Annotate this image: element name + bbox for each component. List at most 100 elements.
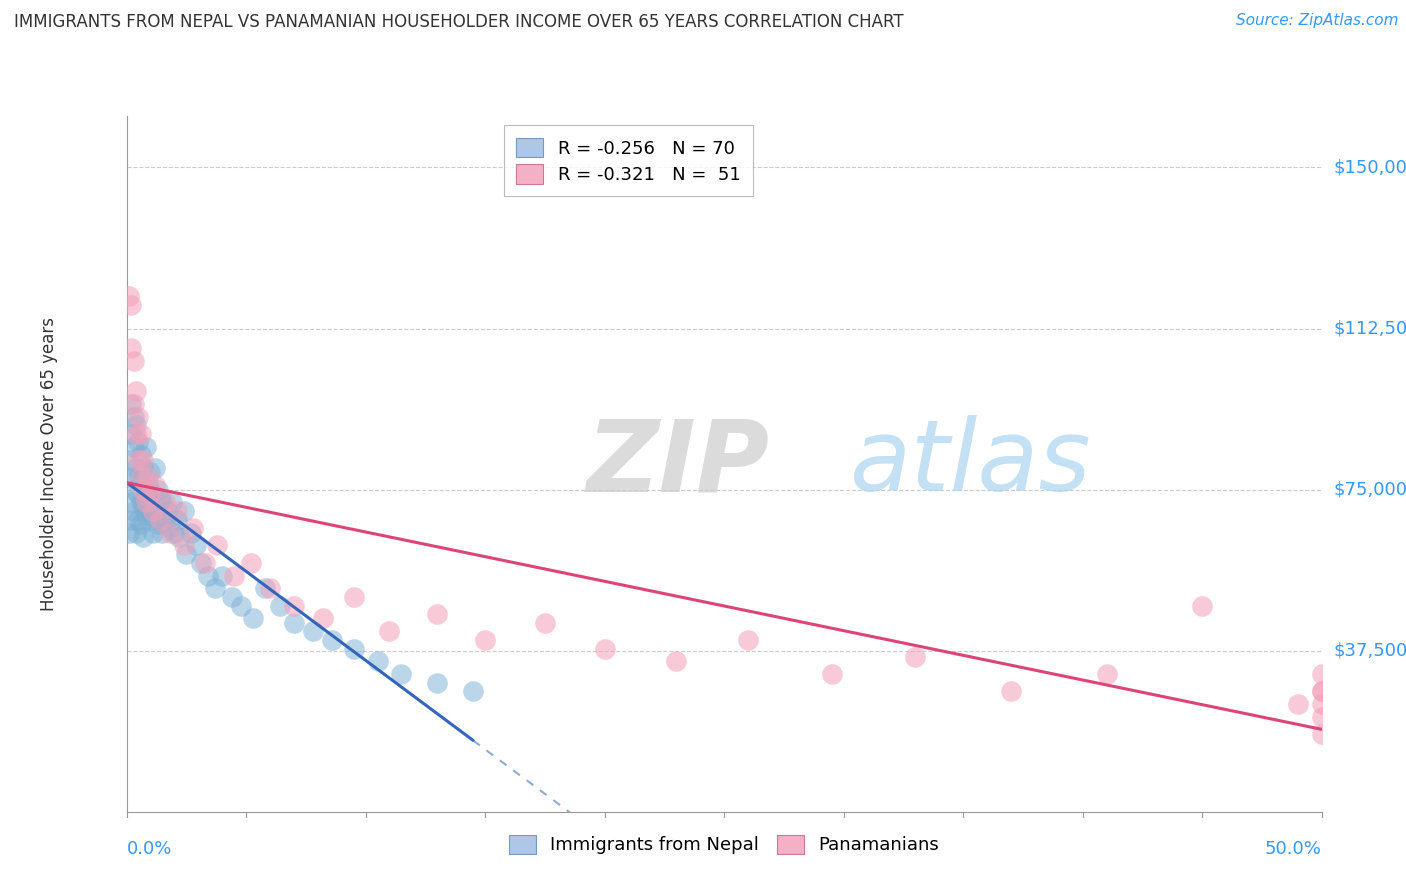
Text: ZIP: ZIP bbox=[586, 416, 769, 512]
Point bbox=[122, 440, 145, 454]
Point bbox=[163, 525, 186, 540]
Point bbox=[159, 525, 181, 540]
Point bbox=[122, 504, 145, 518]
Point bbox=[129, 426, 152, 441]
Point bbox=[1000, 684, 1022, 698]
Point bbox=[127, 487, 149, 501]
Point bbox=[665, 654, 688, 668]
Point bbox=[1310, 667, 1333, 681]
Point bbox=[143, 461, 166, 475]
Point bbox=[142, 504, 165, 518]
Point bbox=[118, 289, 141, 303]
Point bbox=[259, 582, 281, 596]
Point bbox=[120, 298, 142, 312]
Point bbox=[173, 538, 195, 552]
Point bbox=[1286, 698, 1309, 712]
Point bbox=[173, 504, 195, 518]
Point bbox=[183, 521, 205, 535]
Point bbox=[283, 615, 305, 630]
Point bbox=[129, 474, 152, 488]
Point bbox=[135, 483, 157, 497]
Point bbox=[461, 684, 484, 698]
Point bbox=[118, 525, 141, 540]
Point bbox=[132, 500, 155, 514]
Point bbox=[1310, 684, 1333, 698]
Point bbox=[135, 440, 157, 454]
Point bbox=[125, 384, 148, 398]
Point bbox=[129, 469, 152, 483]
Point bbox=[343, 641, 366, 656]
Point bbox=[120, 495, 142, 509]
Point bbox=[231, 599, 253, 613]
Point bbox=[174, 547, 197, 561]
Point bbox=[125, 461, 148, 475]
Point bbox=[737, 632, 759, 647]
Point bbox=[120, 426, 142, 441]
Point bbox=[474, 632, 496, 647]
Text: atlas: atlas bbox=[849, 416, 1091, 512]
Point bbox=[166, 513, 188, 527]
Point bbox=[221, 590, 243, 604]
Point bbox=[132, 461, 155, 475]
Point bbox=[1310, 684, 1333, 698]
Point bbox=[242, 611, 264, 625]
Point bbox=[127, 452, 149, 467]
Point bbox=[197, 568, 219, 582]
Point bbox=[366, 654, 388, 668]
Point bbox=[904, 650, 927, 665]
Point bbox=[143, 504, 166, 518]
Point bbox=[143, 478, 166, 492]
Text: Householder Income Over 65 years: Householder Income Over 65 years bbox=[39, 317, 58, 611]
Point bbox=[222, 568, 246, 582]
Text: IMMIGRANTS FROM NEPAL VS PANAMANIAN HOUSEHOLDER INCOME OVER 65 YEARS CORRELATION: IMMIGRANTS FROM NEPAL VS PANAMANIAN HOUS… bbox=[14, 13, 904, 31]
Point bbox=[127, 435, 149, 450]
Point bbox=[343, 590, 366, 604]
Point bbox=[120, 513, 142, 527]
Point bbox=[311, 611, 333, 625]
Point bbox=[136, 478, 159, 492]
Point bbox=[153, 513, 176, 527]
Text: Source: ZipAtlas.com: Source: ZipAtlas.com bbox=[1236, 13, 1399, 29]
Point bbox=[153, 495, 176, 509]
Point bbox=[132, 452, 155, 467]
Point bbox=[136, 504, 159, 518]
Point bbox=[1310, 727, 1333, 741]
Point bbox=[149, 513, 172, 527]
Point bbox=[283, 599, 305, 613]
Point bbox=[533, 615, 555, 630]
Point bbox=[125, 426, 148, 441]
Point bbox=[180, 525, 202, 540]
Point bbox=[321, 632, 343, 647]
Point bbox=[378, 624, 401, 639]
Point bbox=[190, 556, 212, 570]
Point bbox=[127, 513, 149, 527]
Point bbox=[204, 582, 226, 596]
Point bbox=[139, 513, 162, 527]
Point bbox=[150, 525, 174, 540]
Point bbox=[118, 469, 141, 483]
Point bbox=[129, 516, 152, 531]
Point bbox=[149, 513, 172, 527]
Point bbox=[120, 397, 142, 411]
Point bbox=[122, 397, 145, 411]
Text: 50.0%: 50.0% bbox=[1265, 839, 1322, 857]
Point bbox=[159, 521, 181, 535]
Point bbox=[150, 495, 174, 509]
Point bbox=[207, 538, 229, 552]
Point bbox=[426, 607, 449, 622]
Point bbox=[132, 530, 155, 544]
Point bbox=[127, 409, 149, 424]
Point bbox=[132, 483, 155, 497]
Point bbox=[146, 483, 169, 497]
Point bbox=[1310, 698, 1333, 712]
Point bbox=[211, 568, 233, 582]
Text: $75,000: $75,000 bbox=[1333, 481, 1406, 499]
Point bbox=[127, 469, 149, 483]
Text: $150,000: $150,000 bbox=[1333, 159, 1406, 177]
Point bbox=[391, 667, 413, 681]
Point bbox=[302, 624, 325, 639]
Point bbox=[122, 353, 145, 368]
Point bbox=[139, 466, 162, 480]
Point bbox=[118, 452, 141, 467]
Point bbox=[135, 508, 157, 523]
